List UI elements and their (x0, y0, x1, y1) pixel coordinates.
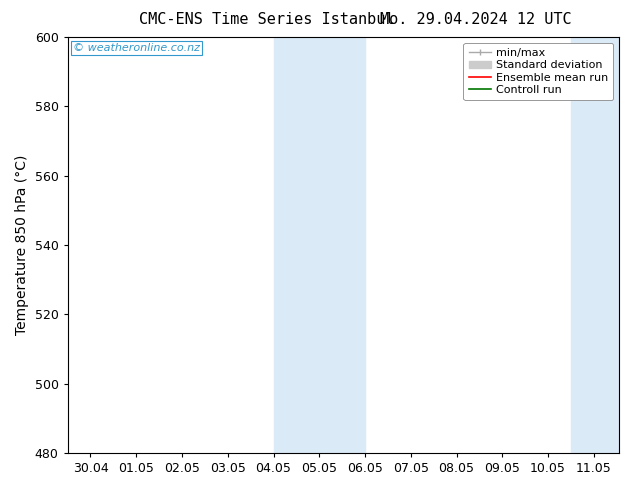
Text: © weatheronline.co.nz: © weatheronline.co.nz (73, 44, 200, 53)
Text: Mo. 29.04.2024 12 UTC: Mo. 29.04.2024 12 UTC (380, 12, 571, 27)
Bar (571, 37, 619, 453)
Text: CMC-ENS Time Series Istanbul: CMC-ENS Time Series Istanbul (139, 12, 394, 27)
Legend: min/max, Standard deviation, Ensemble mean run, Controll run: min/max, Standard deviation, Ensemble me… (463, 43, 614, 100)
Y-axis label: Temperature 850 hPa (°C): Temperature 850 hPa (°C) (15, 155, 29, 335)
Bar (273, 37, 365, 453)
